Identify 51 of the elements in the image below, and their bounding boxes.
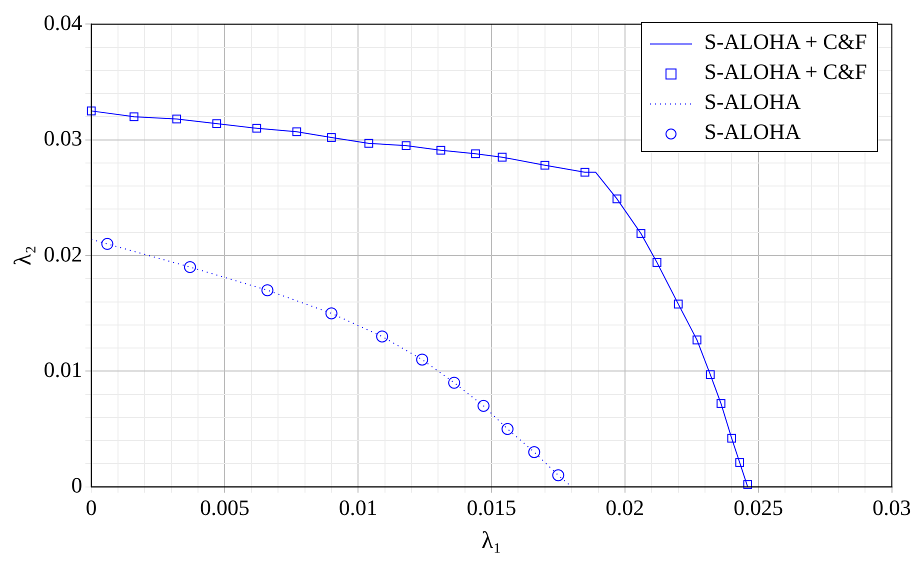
y-tick-label: 0.03 <box>44 126 82 151</box>
x-tick-label: 0.03 <box>872 494 911 520</box>
point <box>612 194 622 204</box>
point <box>376 330 388 342</box>
y-tick-label: 0.04 <box>44 10 82 35</box>
y-tick-label: 0 <box>71 472 82 498</box>
legend-label: S-ALOHA + C&F <box>704 29 867 54</box>
point <box>674 300 683 308</box>
point <box>478 400 490 412</box>
point <box>402 141 411 150</box>
point <box>292 127 302 136</box>
point <box>743 480 752 489</box>
point <box>448 376 460 389</box>
x-axis-title: λ₁ <box>482 528 502 554</box>
point <box>528 446 540 458</box>
x-tick-label: 0.02 <box>606 494 644 520</box>
point <box>436 146 446 155</box>
point <box>184 261 196 274</box>
point <box>727 434 736 443</box>
point <box>212 119 222 128</box>
y-axis-title: λ₂ <box>10 245 37 266</box>
point <box>416 354 428 366</box>
point <box>325 307 338 320</box>
x-tick-label: 0.025 <box>734 494 784 520</box>
point <box>101 238 114 250</box>
x-tick-label: 0.005 <box>200 494 250 520</box>
point <box>498 152 507 162</box>
legend-label: S-ALOHA <box>704 119 801 144</box>
y-tick-label: 0.02 <box>44 241 82 266</box>
point <box>636 229 646 238</box>
x-tick-label: 0.015 <box>466 494 516 520</box>
point <box>735 458 744 467</box>
point <box>252 124 262 133</box>
point <box>716 399 726 408</box>
point <box>261 284 274 296</box>
y-tick-label: 0.01 <box>44 356 82 382</box>
point <box>502 422 514 435</box>
legend-label: S-ALOHA <box>704 89 801 114</box>
point <box>172 114 182 124</box>
legend-label: S-ALOHA + C&F <box>704 59 867 84</box>
point <box>540 160 550 170</box>
point <box>552 469 564 482</box>
x-tick-label: 0.01 <box>338 494 378 520</box>
point <box>327 133 336 142</box>
point <box>364 138 374 148</box>
point <box>580 168 590 177</box>
point <box>130 112 138 122</box>
point <box>652 258 662 267</box>
point <box>471 149 480 158</box>
point <box>706 370 715 380</box>
point <box>692 336 702 344</box>
